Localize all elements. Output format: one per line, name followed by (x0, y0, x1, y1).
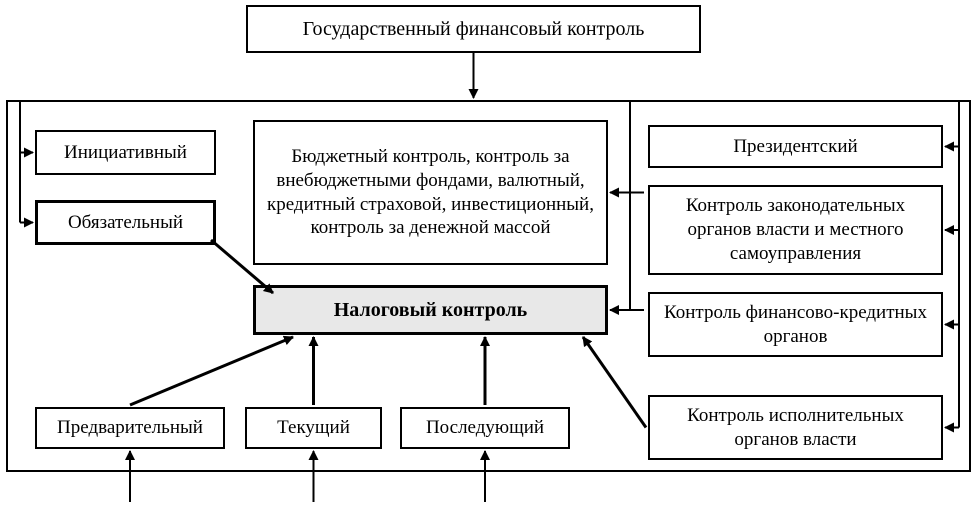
node-current: Текущий (245, 407, 382, 449)
node-tax: Налоговый контроль (253, 285, 608, 335)
node-tax-label: Налоговый контроль (334, 298, 528, 323)
node-fincredit-label: Контроль финансово-кредитных органов (658, 301, 933, 349)
node-root-label: Государственный финансовый контроль (303, 17, 645, 42)
node-executive: Контроль исполнительных органов власти (648, 395, 943, 460)
node-root: Государственный финансовый контроль (246, 5, 701, 53)
node-mandatory-label: Обязательный (68, 211, 183, 235)
node-legislative: Контроль законодательных органов власти … (648, 185, 943, 275)
node-legislative-label: Контроль законодательных органов власти … (658, 194, 933, 265)
node-budget-label: Бюджетный контроль, контроль за внебюдже… (263, 145, 598, 240)
node-mandatory: Обязательный (35, 200, 216, 245)
node-initiative: Инициативный (35, 130, 216, 175)
node-executive-label: Контроль исполнительных органов власти (658, 404, 933, 452)
node-presidential-label: Президентский (733, 135, 857, 159)
node-subsequent-label: Последующий (426, 416, 544, 440)
node-presidential: Президентский (648, 125, 943, 168)
node-subsequent: Последующий (400, 407, 570, 449)
node-budget: Бюджетный контроль, контроль за внебюдже… (253, 120, 608, 265)
node-preliminary-label: Предварительный (57, 416, 203, 440)
node-initiative-label: Инициативный (64, 141, 187, 165)
node-current-label: Текущий (277, 416, 350, 440)
node-fincredit: Контроль финансово-кредитных органов (648, 292, 943, 357)
node-preliminary: Предварительный (35, 407, 225, 449)
